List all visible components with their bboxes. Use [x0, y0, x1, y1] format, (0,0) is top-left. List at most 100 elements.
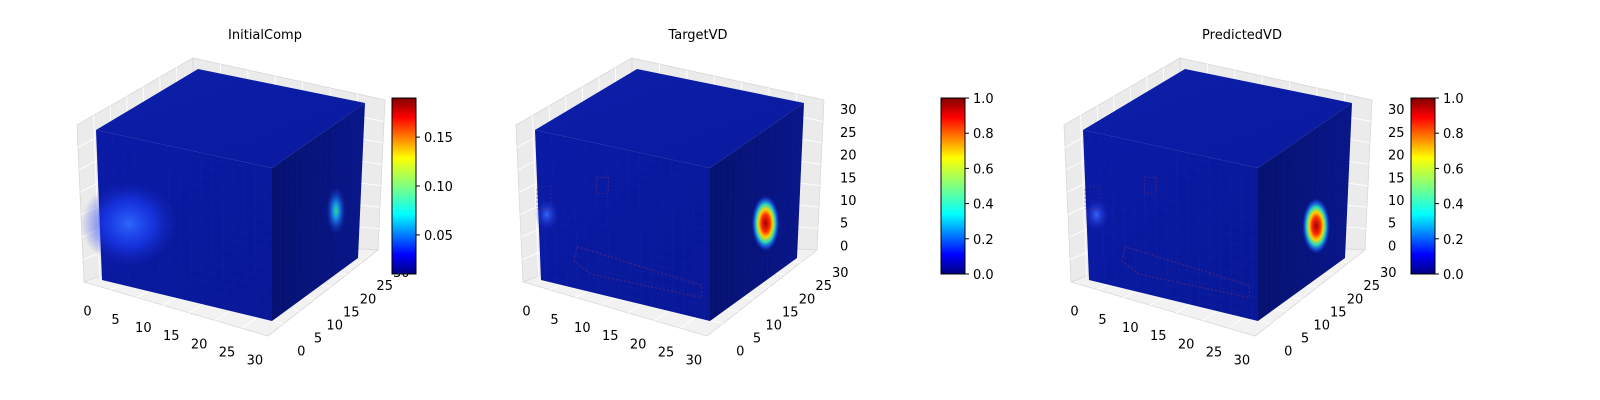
z-tick-label: 0	[1388, 240, 1396, 255]
z-tick-label: 15	[840, 171, 857, 186]
colorbar-tick-label: 0.0	[973, 268, 994, 283]
voxel-grid	[96, 105, 363, 320]
colorbar-tick-label: 0.15	[424, 131, 453, 146]
cube-top-face	[96, 69, 365, 168]
z-tick-label: 25	[840, 126, 857, 141]
cube-top-face	[535, 69, 804, 168]
highlight-blob	[1302, 198, 1331, 255]
colorbar-tick-label: 0.6	[973, 162, 994, 177]
subplot-title: PredictedVD	[1202, 28, 1282, 43]
voxel-cube	[80, 69, 365, 321]
subplot-1: InitialComp0510152025300510152025300.050…	[76, 28, 453, 369]
x-tick-label: 10	[135, 321, 152, 336]
highlight-blob	[80, 181, 177, 266]
colorbar-gradient	[940, 97, 966, 275]
x-axis-ticks: 0 5 10 15 20 25 30	[83, 305, 263, 369]
y-tick-label: 5	[1301, 331, 1309, 346]
x-axis-ticks: 0 5 10 15 20 25 30	[1070, 305, 1250, 369]
highlight-blob	[1084, 198, 1109, 231]
cube-front-face	[535, 130, 710, 321]
cube-front-face	[1083, 130, 1258, 321]
x-tick-label: 0	[522, 305, 530, 320]
colorbar-gradient	[1410, 97, 1436, 275]
y-tick-label: 30	[832, 266, 849, 281]
z-tick-label: 20	[1388, 149, 1405, 164]
y-tick-label: 10	[326, 318, 343, 333]
z-tick-label: 0	[840, 240, 848, 255]
voxel-cube	[534, 69, 804, 321]
x-tick-label: 30	[247, 354, 264, 369]
faint-structure	[536, 176, 703, 299]
z-axis-ticks: 0 5 10 15 20 25 30	[840, 103, 857, 254]
y-tick-label: 20	[360, 292, 377, 307]
x-tick-label: 15	[1150, 329, 1167, 344]
colorbar: 0.0 0.2 0.4 0.6 0.8 1.0	[940, 92, 994, 283]
x-tick-label: 5	[1098, 313, 1106, 328]
value-highlights	[534, 195, 780, 252]
z-tick-label: 15	[1388, 171, 1405, 186]
x-tick-label: 0	[83, 305, 91, 320]
x-axis-ticks: 0 5 10 15 20 25 30	[522, 305, 702, 369]
subplot-title: TargetVD	[667, 28, 727, 43]
colorbar-tick-label: 0.2	[973, 233, 994, 248]
colorbar-tick-label: 0.8	[973, 127, 994, 142]
colorbar-tick-label: 0.8	[1443, 127, 1464, 142]
colorbar-tick-label: 0.2	[1443, 233, 1464, 248]
x-tick-label: 25	[1206, 346, 1223, 361]
cube-side-face	[272, 103, 365, 321]
y-tick-label: 0	[1284, 344, 1292, 359]
z-tick-label: 25	[1388, 126, 1405, 141]
colorbar-tick-label: 0.05	[424, 229, 453, 244]
faint-structure	[1084, 176, 1251, 299]
y-tick-label: 15	[782, 305, 799, 320]
cube-top-face	[1083, 69, 1352, 168]
colorbar-tick-label: 1.0	[973, 92, 994, 107]
x-tick-label: 5	[111, 313, 119, 328]
highlight-blob	[534, 198, 559, 231]
y-tick-label: 25	[815, 279, 832, 294]
x-tick-label: 10	[1122, 321, 1139, 336]
voxel-grid	[535, 105, 802, 320]
y-tick-label: 25	[1363, 279, 1380, 294]
y-tick-label: 5	[314, 331, 322, 346]
y-tick-label: 25	[376, 279, 393, 294]
y-tick-label: 15	[1330, 305, 1347, 320]
y-tick-label: 15	[343, 305, 360, 320]
z-tick-label: 30	[840, 103, 857, 118]
cube-front-face	[96, 130, 272, 321]
z-tick-label: 10	[1388, 194, 1405, 209]
x-tick-label: 15	[163, 329, 180, 344]
z-tick-label: 30	[1388, 103, 1405, 118]
x-tick-label: 20	[1178, 337, 1195, 352]
colorbar-tick-label: 0.10	[424, 180, 453, 195]
colorbar-gradient	[391, 97, 417, 275]
x-tick-label: 25	[219, 346, 236, 361]
subplot-3: PredictedVD05101520253005101520253005101…	[1063, 28, 1464, 369]
z-axis-ticks: 0 5 10 15 20 25 30	[1388, 103, 1405, 254]
colorbar-tick-label: 0.0	[1443, 268, 1464, 283]
subplot-2: TargetVD05101520253005101520253005101520…	[515, 28, 994, 369]
subplot-title: InitialComp	[228, 28, 302, 43]
y-tick-label: 10	[1313, 318, 1330, 333]
y-tick-label: 0	[297, 344, 305, 359]
y-tick-label: 20	[799, 292, 816, 307]
value-highlights	[1084, 198, 1331, 255]
colorbar-tick-label: 0.6	[1443, 162, 1464, 177]
colorbar-tick-label: 0.4	[973, 198, 994, 213]
x-tick-label: 25	[658, 346, 675, 361]
voxel-cube	[1083, 69, 1352, 321]
x-tick-label: 30	[1234, 354, 1251, 369]
colorbar: 0.0 0.2 0.4 0.6 0.8 1.0	[1410, 92, 1464, 283]
colorbar-tick-label: 1.0	[1443, 92, 1464, 107]
x-tick-label: 20	[191, 337, 208, 352]
colorbar-tick-label: 0.4	[1443, 198, 1464, 213]
highlight-blob	[751, 195, 780, 252]
x-tick-label: 20	[630, 337, 647, 352]
z-tick-label: 5	[840, 217, 848, 232]
x-tick-label: 5	[550, 313, 558, 328]
x-tick-label: 15	[602, 329, 619, 344]
z-tick-label: 5	[1388, 217, 1396, 232]
